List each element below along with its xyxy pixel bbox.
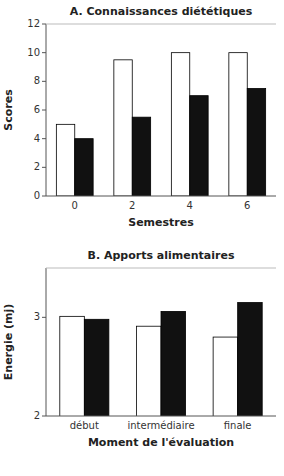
bar <box>229 53 247 196</box>
bar <box>114 60 132 196</box>
y-tick-label: 6 <box>34 104 40 115</box>
y-tick <box>42 110 46 111</box>
bar <box>171 53 189 196</box>
chart-title: B. Apports alimentaires <box>88 249 235 262</box>
plot-top-line <box>46 268 276 269</box>
bar <box>84 319 109 416</box>
y-tick <box>42 167 46 168</box>
chart-0: A. Connaissances diététiques 0 2 4 6 8 10 12 Sco… <box>2 5 276 229</box>
x-axis-line <box>46 196 276 197</box>
x-tick-label: 6 <box>244 200 250 211</box>
y-axis-line <box>46 24 47 196</box>
x-tick-label: 4 <box>187 200 193 211</box>
bar <box>247 89 265 197</box>
y-tick-label: 4 <box>34 133 40 144</box>
y-axis-label: Scores <box>2 89 15 131</box>
y-tick-label: 8 <box>34 75 40 86</box>
y-tick <box>42 24 46 25</box>
x-tick-label: finale <box>224 420 252 431</box>
x-axis-label: Semestres <box>128 216 194 229</box>
x-tick-label: 0 <box>72 200 78 211</box>
y-tick <box>42 138 46 139</box>
chart-svg: A. Connaissances diététiques 0 2 4 6 8 10 12 Sco… <box>0 0 284 476</box>
bar <box>136 326 161 416</box>
x-axis-label: Moment de l'évaluation <box>88 436 234 449</box>
chart-1: B. Apports alimentaires 2 3 Energie (mj) déb… <box>2 249 276 476</box>
y-tick <box>42 416 46 417</box>
y-tick <box>42 52 46 53</box>
x-axis-line <box>46 416 276 417</box>
y-axis-label: Energie (mj) <box>2 304 15 380</box>
x-tick-label: intermédiaire <box>127 420 194 431</box>
bar <box>238 303 263 416</box>
plot-top-line <box>46 24 276 25</box>
bar <box>190 96 208 196</box>
y-tick-label: 3 <box>34 311 40 322</box>
bar <box>161 311 186 416</box>
bars <box>56 53 265 196</box>
bar <box>75 139 93 196</box>
x-tick-label: début <box>70 420 99 431</box>
y-tick-label: 2 <box>34 161 40 172</box>
y-axis-line <box>46 268 47 416</box>
y-tick-label: 0 <box>34 190 40 201</box>
y-tick-label: 12 <box>27 18 40 29</box>
y-tick-label: 2 <box>34 410 40 421</box>
y-tick <box>42 196 46 197</box>
y-tick <box>42 81 46 82</box>
bars <box>60 303 262 416</box>
chart-container: A. Connaissances diététiques 0 2 4 6 8 10 12 Sco… <box>0 0 284 476</box>
bar <box>56 124 74 196</box>
y-tick-label: 10 <box>27 47 40 58</box>
x-tick-label: 2 <box>129 200 135 211</box>
bar <box>213 337 238 416</box>
chart-title: A. Connaissances diététiques <box>70 5 253 18</box>
y-tick <box>42 317 46 318</box>
bar <box>132 117 150 196</box>
bar <box>60 316 85 416</box>
